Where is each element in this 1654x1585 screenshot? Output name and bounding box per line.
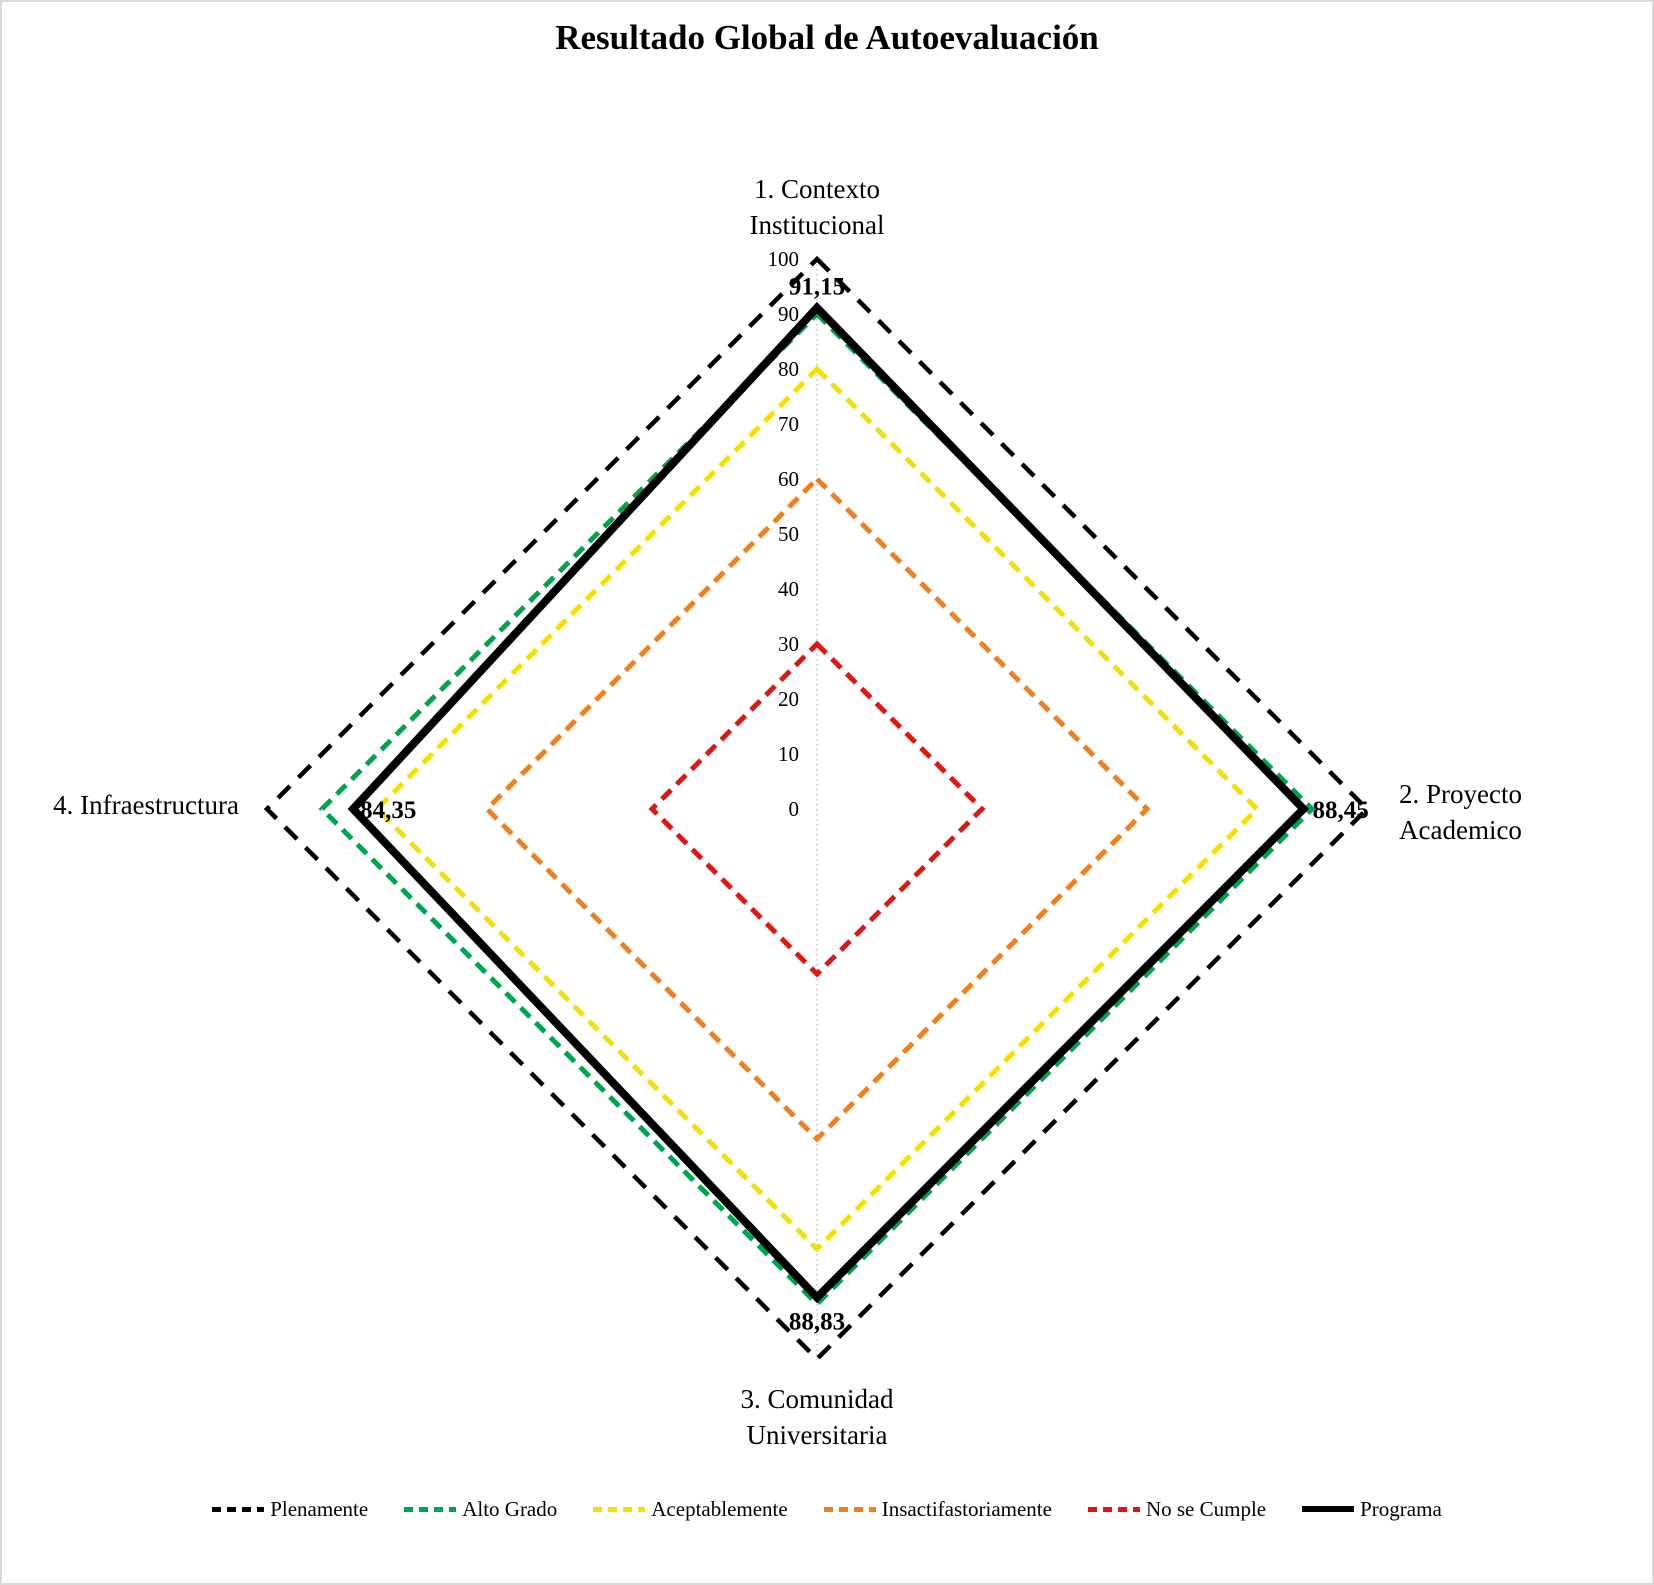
legend-swatch-aceptablemente	[593, 1506, 646, 1512]
r-tick-label-90: 90	[778, 302, 799, 326]
series-polygon-aceptablemente	[373, 365, 1261, 1253]
legend-swatch-alto-grado	[404, 1506, 457, 1512]
series-polygon-plenamente	[263, 255, 1371, 1363]
legend-label-programa: Programa	[1360, 1496, 1442, 1521]
r-tick-label-30: 30	[778, 632, 799, 656]
legend-swatch-no-se-cumple	[1087, 1506, 1140, 1512]
data-label-programa-3: 84,35	[360, 797, 416, 824]
r-tick-label-40: 40	[778, 577, 799, 601]
axis-label-2-proyecto-academico: 2. Proyecto Academico	[1399, 779, 1522, 845]
data-label-programa-2: 88,83	[789, 1309, 845, 1336]
legend-swatch-programa	[1302, 1506, 1355, 1512]
legend-item-plenamente: Plenamente	[212, 1497, 368, 1522]
legend-swatch-plenamente	[212, 1506, 265, 1512]
legend-swatch-insactifastoriamente	[823, 1506, 876, 1512]
legend: Plenamente Alto Grado Aceptablemente Ins…	[2, 1491, 1652, 1527]
legend-item-no-se-cumple: No se Cumple	[1087, 1496, 1267, 1522]
r-tick-label-70: 70	[778, 412, 799, 436]
legend-label-plenamente: Plenamente	[270, 1496, 369, 1521]
legend-label-no-se-cumple: No se Cumple	[1145, 1496, 1267, 1521]
legend-label-aceptablemente: Aceptablemente	[651, 1496, 788, 1521]
legend-item-aceptablemente: Aceptablemente	[593, 1496, 788, 1522]
data-label-programa-0: 91,15	[789, 274, 845, 301]
legend-label-alto-grado: Alto Grado	[462, 1496, 558, 1521]
r-tick-label-20: 20	[778, 687, 799, 711]
r-tick-label-80: 80	[778, 357, 799, 381]
r-tick-label-50: 50	[778, 522, 799, 546]
legend-item-programa: Programa	[1302, 1497, 1442, 1522]
data-label-programa-1: 88,45	[1312, 797, 1368, 824]
axis-label-1-contexto-institucional: 1. Contexto Institucional	[750, 174, 885, 240]
r-tick-label-60: 60	[778, 467, 799, 491]
axis-label-3-comunidad-universitaria: 3. Comunidad Universitaria	[741, 1384, 894, 1450]
r-tick-label-0: 0	[789, 797, 800, 821]
legend-label-insactifastoriamente: Insactifastoriamente	[881, 1496, 1052, 1521]
axis-label-4-infraestructura: 4. Infraestructura	[53, 790, 239, 820]
chart-title: Resultado Global de Autoevaluación	[555, 18, 1099, 57]
legend-item-alto-grado: Alto Grado	[404, 1497, 557, 1522]
r-tick-label-100: 100	[768, 247, 800, 271]
legend-item-insactifastoriamente: Insactifastoriamente	[823, 1496, 1052, 1522]
r-tick-label-10: 10	[778, 742, 799, 766]
series-polygon-insactifastoriamente	[483, 475, 1151, 1143]
series-polygon-no-se-cumple	[648, 640, 986, 978]
series-polygon-programa	[347, 301, 1310, 1304]
